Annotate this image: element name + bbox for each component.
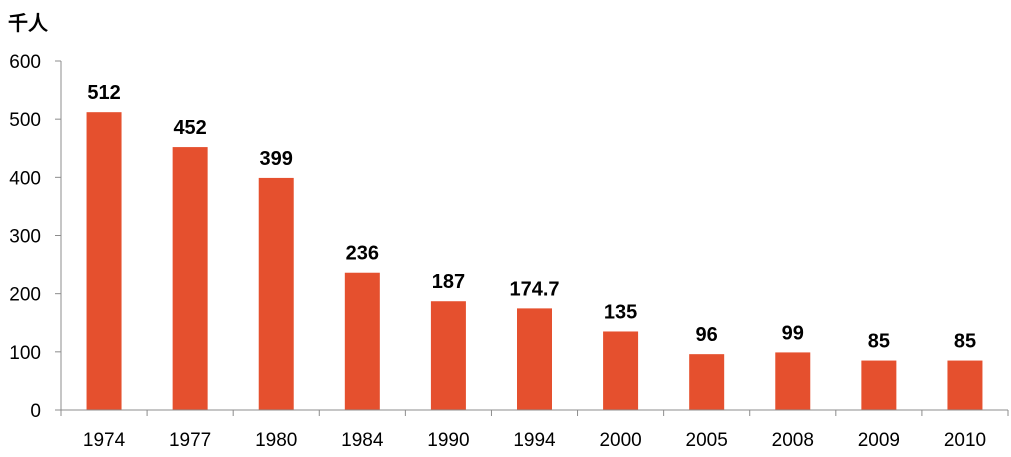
y-tick-label: 600 [9,52,41,73]
data-label: 236 [346,243,379,265]
x-tick-label: 1994 [513,430,556,451]
x-tick-label: 1974 [83,430,126,451]
data-label: 512 [87,82,120,104]
y-axis: 0 100 200 300 400 500 600 [9,52,62,422]
bar [861,360,897,410]
bar [517,308,552,410]
y-tick-label: 400 [9,168,41,189]
y-tick-label: 500 [9,110,41,131]
y-tick-label: 200 [9,285,41,306]
x-axis: 1974 1977 1980 1984 1990 1994 2000 2005 2008 2009… [60,409,1009,451]
bar [775,352,811,410]
data-label: 135 [604,301,637,323]
y-unit-label: 千人 [8,11,49,35]
data-label: 99 [782,322,804,344]
y-tick-label: 100 [9,343,41,364]
x-tick-label: 1980 [255,430,297,451]
bar [258,177,294,410]
data-label: 452 [173,117,206,139]
x-tick-label: 1984 [341,430,384,451]
y-tick-label: 300 [9,227,41,248]
data-label: 399 [260,148,293,170]
data-label: 85 [868,331,890,353]
x-tick-label: 2005 [686,430,728,451]
x-tick-label: 2000 [599,430,641,451]
x-tick-label: 1977 [169,430,211,451]
data-label: 187 [432,271,465,293]
x-tick-label: 2010 [944,430,986,451]
data-label: 174.7 [509,278,559,300]
data-label: 96 [696,324,718,346]
bar [947,360,983,410]
y-tick-label: 0 [30,401,41,422]
data-label: 85 [954,331,976,353]
bar [344,272,380,410]
x-tick-label: 2009 [858,430,900,451]
bar-series: 512 452 399 236 187 174.7 135 96 99 85 85 [86,82,983,410]
bar [689,354,725,410]
bar [172,147,208,410]
x-tick-label: 2008 [772,430,814,451]
bar [430,301,466,410]
x-tick-label: 1990 [427,430,469,451]
bar [603,331,639,410]
bar [86,112,122,410]
